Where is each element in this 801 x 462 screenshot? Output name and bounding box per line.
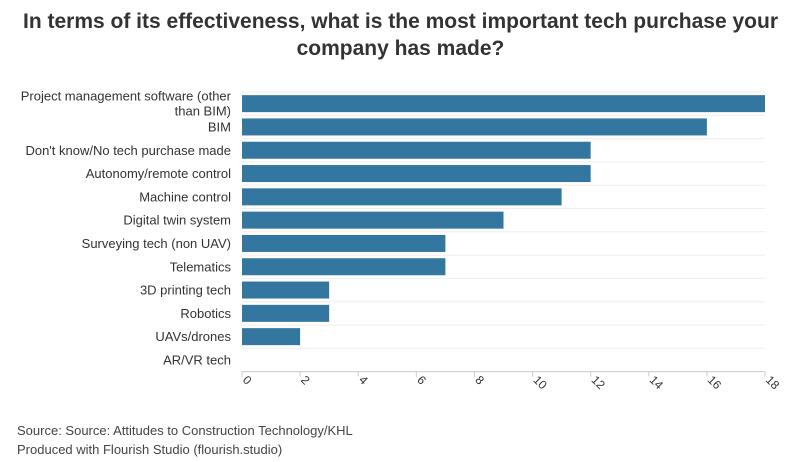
category-label: Autonomy/remote control xyxy=(86,166,231,181)
bar xyxy=(242,118,707,136)
category-label: Robotics xyxy=(180,306,231,321)
x-tick-label: 12 xyxy=(589,373,609,393)
x-tick-label: 14 xyxy=(647,373,667,393)
category-label: Telematics xyxy=(170,259,232,274)
chart-title: In terms of its effectiveness, what is t… xyxy=(22,10,778,60)
bar xyxy=(242,211,504,229)
bar xyxy=(242,281,330,299)
category-label: Surveying tech (non UAV) xyxy=(82,236,231,251)
bar xyxy=(242,95,765,113)
bar xyxy=(242,188,562,206)
x-tick-label: 18 xyxy=(763,373,783,393)
source-note: Source: Source: Attitudes to Constructio… xyxy=(17,423,353,438)
category-label: BIM xyxy=(208,119,231,134)
x-tick-label: 16 xyxy=(705,373,725,393)
category-label: Project management software (other than B… xyxy=(21,88,232,118)
bar xyxy=(242,258,446,276)
bar xyxy=(242,328,301,346)
category-label: Don't know/No tech purchase made xyxy=(25,143,231,158)
chart-footer: Source: Source: Attitudes to Constructio… xyxy=(17,421,353,459)
produced-with-link[interactable]: Produced with Flourish Studio (flourish.… xyxy=(17,442,283,457)
bar xyxy=(242,234,446,252)
category-label: AR/VR tech xyxy=(163,352,231,367)
category-label: 3D printing tech xyxy=(140,283,231,298)
bar xyxy=(242,304,330,322)
bar xyxy=(242,165,591,183)
x-tick-label: 10 xyxy=(530,373,550,393)
bar xyxy=(242,141,591,159)
category-label: Machine control xyxy=(139,189,231,204)
category-label: Digital twin system xyxy=(123,213,231,228)
category-label: UAVs/drones xyxy=(155,329,231,344)
